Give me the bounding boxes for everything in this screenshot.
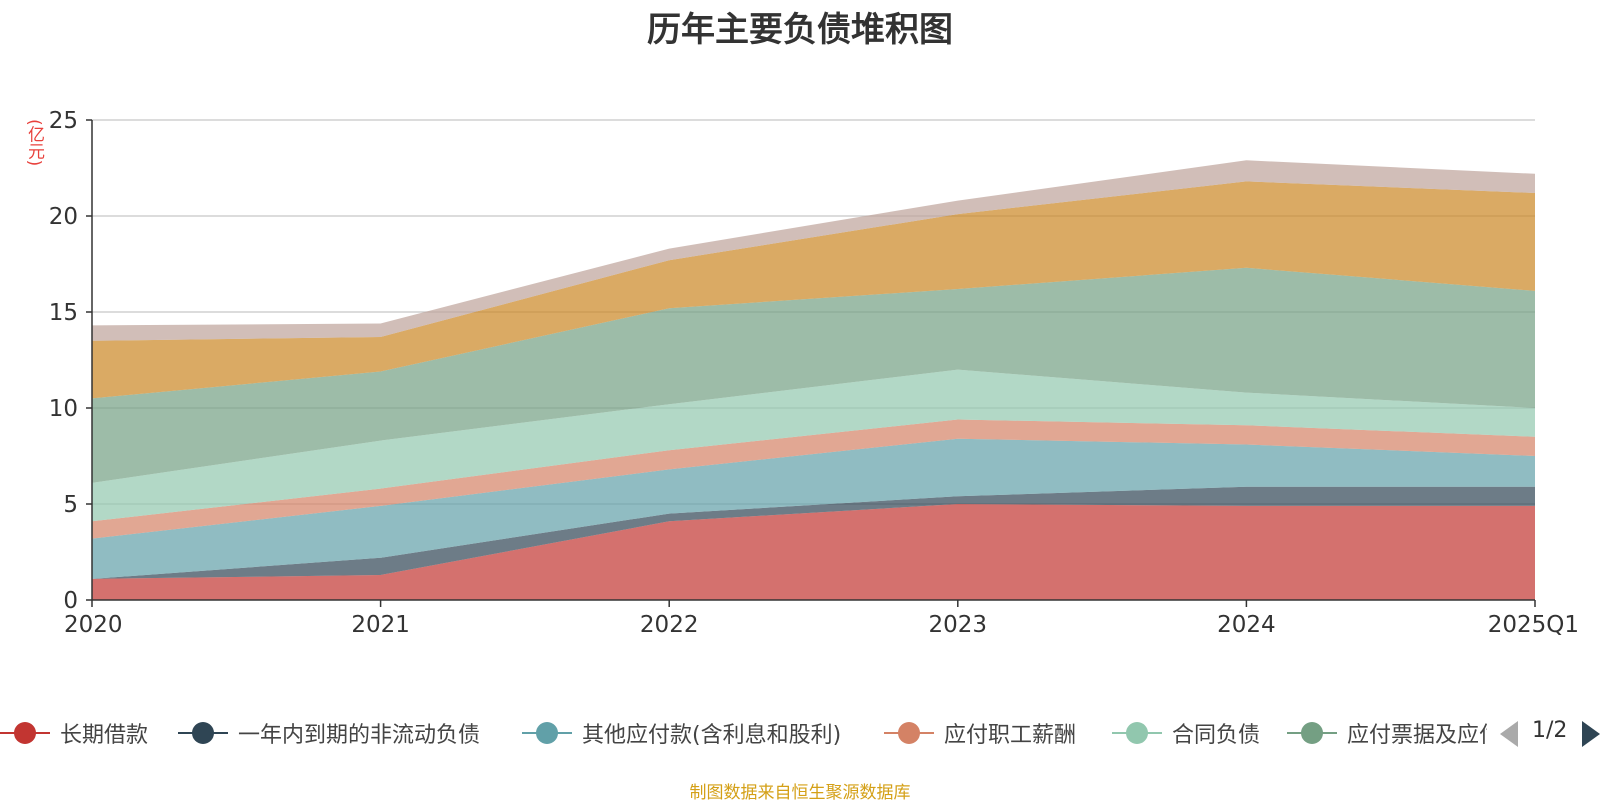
area-series-0 [92,504,1535,600]
legend-label: 应付票据及应付账款 [1347,723,1487,748]
y-tick-label: 5 [63,492,78,518]
x-tick-label: 2024 [1217,612,1276,638]
area-series-3 [92,419,1535,539]
area-series-1 [92,486,1535,579]
legend-item[interactable]: 其他应付款(含利息和股利) [522,716,841,750]
x-tick-label: 2025Q1 [1488,612,1579,638]
stacked-areas [92,160,1535,600]
legend-marker [0,721,50,745]
y-tick-label: 25 [49,108,78,134]
legend: 长期借款 一年内到期的非流动负债 其他应付款(含利息和股利) 应付职工薪酬 合同负债 应付… [0,716,1600,750]
legend-item[interactable]: 一年内到期的非流动负债 [178,716,480,750]
chart-title: 历年主要负债堆积图 [647,10,953,50]
legend-label: 合同负债 [1172,723,1261,748]
legend-item[interactable]: 应付职工薪酬 [884,716,1076,750]
area-series-6 [92,181,1535,399]
legend-marker [1112,721,1162,745]
chart-plot: 0 5 10 15 20 25 2020 2021 2022 2023 2024 2025Q1 [49,108,1579,638]
legend-item[interactable]: 长期借款 [0,716,148,750]
y-tick-label: 10 [49,396,78,422]
y-tick-label: 15 [49,300,78,326]
legend-items: 长期借款 一年内到期的非流动负债 其他应付款(含利息和股利) 应付职工薪酬 合同负债 应付… [0,716,1487,750]
area-series-2 [92,438,1535,579]
x-tick-label: 2021 [351,612,410,638]
axes: 0 5 10 15 20 25 2020 2021 2022 2023 2024 2025Q1 [49,108,1579,638]
legend-label: 其他应付款(含利息和股利) [582,723,842,748]
legend-item[interactable]: 应付票据及应付账款 [1287,716,1487,750]
legend-next-page-button[interactable] [1582,721,1600,747]
legend-marker [1287,721,1337,745]
x-tick-label: 2020 [64,612,123,638]
legend-marker [178,721,228,745]
legend-label: 应付职工薪酬 [944,723,1077,748]
x-tick-label: 2023 [929,612,988,638]
data-source-footer: 制图数据来自恒生聚源数据库 [689,783,911,803]
legend-marker [884,721,934,745]
x-tick-label: 2022 [640,612,699,638]
legend-label: 一年内到期的非流动负债 [238,723,481,748]
legend-marker [522,721,572,745]
area-series-4 [92,369,1535,522]
y-axis-unit-label: (亿元) [24,119,44,167]
legend-label: 长期借款 [60,723,149,748]
legend-item[interactable]: 合同负债 [1112,716,1260,750]
area-series-7 [92,160,1535,341]
area-series-5 [92,267,1535,483]
legend-prev-page-button[interactable] [1500,721,1518,747]
legend-page-indicator: 1/2 [1532,718,1568,743]
y-tick-label: 0 [63,588,78,614]
y-tick-label: 20 [49,204,78,230]
